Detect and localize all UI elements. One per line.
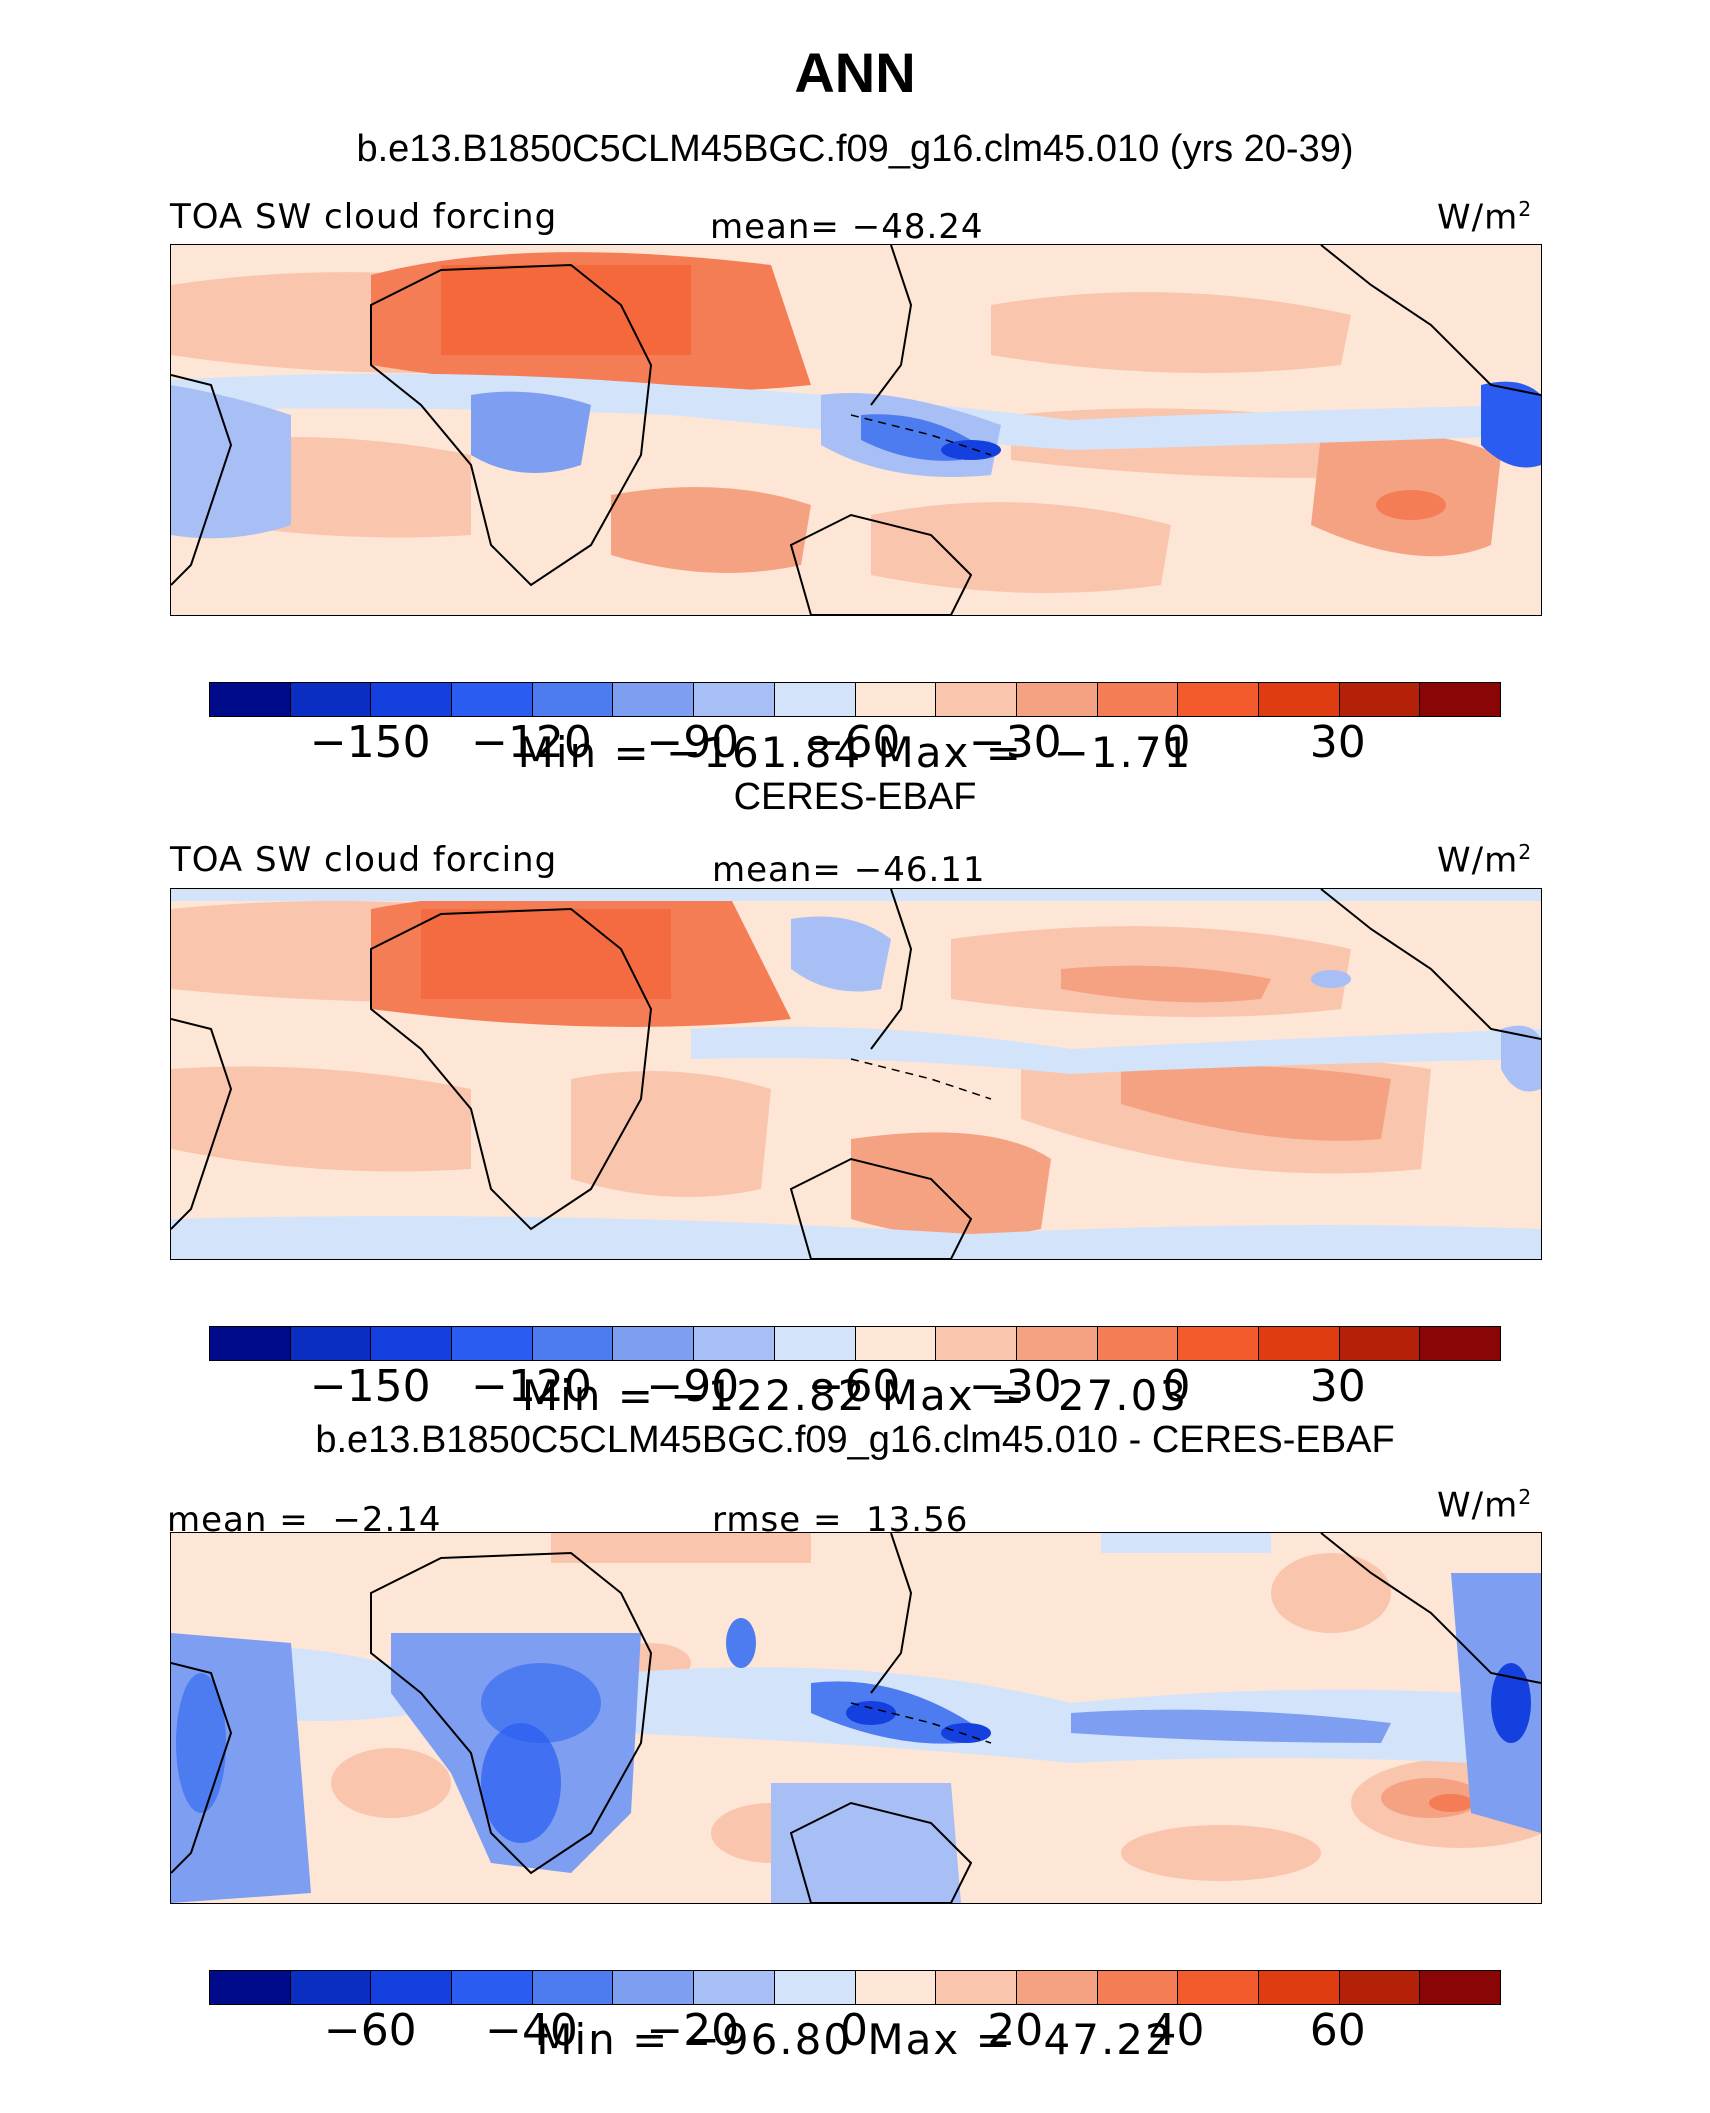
panel-1-map xyxy=(170,244,1542,616)
colorbar-swatch xyxy=(936,1327,1017,1360)
colorbar-swatch xyxy=(1258,683,1340,716)
colorbar-swatch xyxy=(1097,683,1179,716)
colorbar-swatch xyxy=(774,1971,856,2004)
colorbar-swatch xyxy=(290,683,372,716)
colorbar-tick-label: −20 xyxy=(646,2005,740,2056)
colorbar-swatch xyxy=(936,683,1017,716)
colorbar-tick-label: −30 xyxy=(968,717,1062,768)
panel-1-variable-label: TOA SW cloud forcing xyxy=(170,197,558,237)
colorbar-tick-label: −60 xyxy=(807,1361,901,1412)
colorbar-swatch xyxy=(1420,1327,1500,1360)
panel-2-units-label: W/m2 xyxy=(1437,840,1533,881)
colorbar-swatch xyxy=(936,1971,1017,2004)
panel-2-minmax-text: Min = −122.82 Max = 27.03 xyxy=(521,1371,1189,1420)
colorbar-swatch xyxy=(1420,683,1500,716)
colorbar-swatch xyxy=(613,1971,695,2004)
colorbar-tick-label: 0 xyxy=(840,2005,868,2056)
colorbar-swatch xyxy=(1258,1327,1340,1360)
colorbar-swatch xyxy=(1258,1971,1340,2004)
colorbar-tick-label: 60 xyxy=(1309,2005,1366,2056)
colorbar-tick-label: 20 xyxy=(987,2005,1044,2056)
panel-2-mean-label: mean= −46.11 xyxy=(712,850,986,890)
colorbar-swatch xyxy=(1420,1971,1500,2004)
colorbar-swatch xyxy=(613,1327,695,1360)
panel-1-heading: b.e13.B1850C5CLM45BGC.f09_g16.clm45.010 … xyxy=(356,128,1354,170)
colorbar-swatch xyxy=(371,1971,453,2004)
colorbar-tick-label: −120 xyxy=(471,1361,592,1412)
panel-1-units-label: W/m2 xyxy=(1437,197,1533,238)
colorbar-swatch xyxy=(371,683,453,716)
colorbar-swatch xyxy=(1339,1327,1421,1360)
colorbar-tick-label: −40 xyxy=(485,2005,578,2056)
panel-2-map xyxy=(170,888,1542,1260)
colorbar-tick-label: −90 xyxy=(646,717,740,768)
colorbar-tick-label: −150 xyxy=(309,717,431,768)
colorbar-swatch xyxy=(532,683,614,716)
colorbar-tick-label: −30 xyxy=(968,1361,1062,1412)
colorbar-swatch xyxy=(210,683,291,716)
colorbar-tick-label: −60 xyxy=(807,717,901,768)
colorbar-swatch xyxy=(290,1327,372,1360)
colorbar-swatch xyxy=(452,1327,533,1360)
panel-2-colorbar xyxy=(209,1326,1501,1361)
colorbar-swatch xyxy=(1016,1971,1098,2004)
colorbar-swatch xyxy=(855,1971,937,2004)
colorbar-tick-label: −120 xyxy=(471,717,592,768)
panel-2-variable-label: TOA SW cloud forcing xyxy=(170,840,558,880)
colorbar-tick-label: 40 xyxy=(1148,2005,1205,2056)
colorbar-swatch xyxy=(210,1327,291,1360)
colorbar-swatch xyxy=(774,1327,856,1360)
panel-3-heading: b.e13.B1850C5CLM45BGC.f09_g16.clm45.010 … xyxy=(315,1419,1395,1461)
colorbar-swatch xyxy=(1097,1327,1179,1360)
colorbar-swatch xyxy=(1339,683,1421,716)
colorbar-swatch xyxy=(532,1327,614,1360)
colorbar-swatch xyxy=(694,683,775,716)
panel-3-units-label: W/m2 xyxy=(1437,1485,1533,1526)
colorbar-swatch xyxy=(1178,1971,1259,2004)
panel-3-map xyxy=(170,1532,1542,1904)
figure-title: ANN xyxy=(794,41,916,104)
colorbar-swatch xyxy=(1339,1971,1421,2004)
colorbar-swatch xyxy=(1178,683,1259,716)
colorbar-tick-label: 30 xyxy=(1309,1361,1366,1412)
colorbar-swatch xyxy=(855,1327,937,1360)
colorbar-tick-label: −150 xyxy=(309,1361,431,1412)
colorbar-tick-label: 30 xyxy=(1309,717,1366,768)
colorbar-swatch xyxy=(694,1327,775,1360)
colorbar-tick-label: 0 xyxy=(1162,717,1191,768)
colorbar-tick-label: −60 xyxy=(323,2005,417,2056)
panel-2-minmax: Min = −122.82 Max = 27.03 xyxy=(0,1273,1710,1469)
panel-1-minmax-text: Min = −161.84 Max = −1.71 xyxy=(517,728,1193,777)
panel-1-colorbar xyxy=(209,682,1501,717)
colorbar-swatch xyxy=(774,683,856,716)
colorbar-swatch xyxy=(210,1971,291,2004)
colorbar-swatch xyxy=(613,683,695,716)
colorbar-swatch xyxy=(290,1971,372,2004)
panel-1-mean-label: mean= −48.24 xyxy=(710,207,984,247)
colorbar-swatch xyxy=(1097,1971,1179,2004)
colorbar-swatch xyxy=(1016,1327,1098,1360)
colorbar-swatch xyxy=(694,1971,775,2004)
colorbar-swatch xyxy=(1016,683,1098,716)
colorbar-swatch xyxy=(371,1327,453,1360)
colorbar-swatch xyxy=(452,683,533,716)
panel-1-minmax: Min = −161.84 Max = −1.71 xyxy=(0,630,1710,826)
colorbar-swatch xyxy=(1178,1327,1259,1360)
colorbar-swatch xyxy=(532,1971,614,2004)
panel-2-heading: CERES-EBAF xyxy=(733,776,977,818)
colorbar-tick-label: −90 xyxy=(646,1361,740,1412)
colorbar-swatch xyxy=(855,683,937,716)
colorbar-swatch xyxy=(452,1971,533,2004)
colorbar-tick-label: 0 xyxy=(1162,1361,1191,1412)
panel-3-colorbar xyxy=(209,1970,1501,2005)
